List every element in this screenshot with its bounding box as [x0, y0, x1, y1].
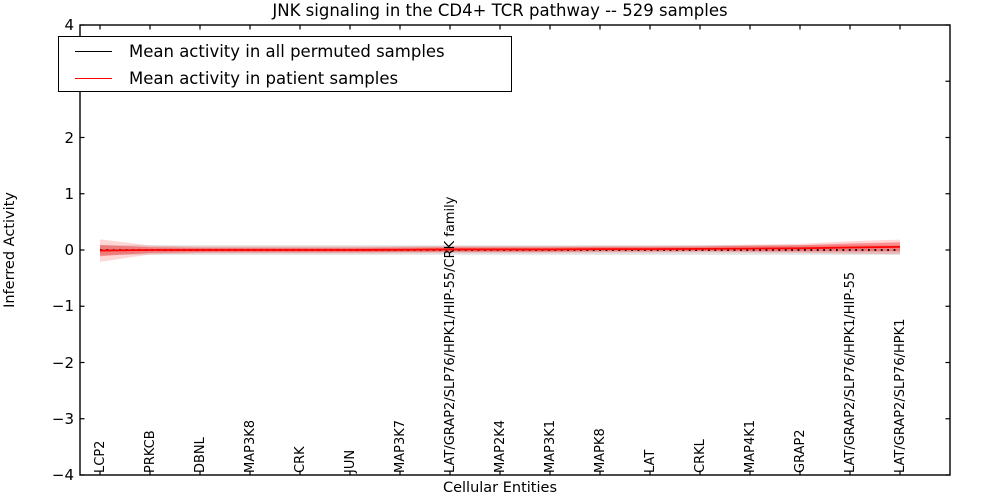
y-tick-label: 0	[64, 241, 74, 259]
legend-label: Mean activity in all permuted samples	[129, 42, 445, 61]
y-tick-label: −2	[51, 353, 74, 372]
x-category-label: MAP4K1	[742, 419, 758, 473]
y-tick-label: −1	[51, 297, 74, 316]
x-category-label: DBNL	[192, 437, 208, 473]
band-1	[100, 239, 900, 262]
black-line-swatch	[75, 51, 112, 52]
x-category-label: CRKL	[692, 439, 708, 473]
y-tick-label: −4	[51, 466, 74, 484]
y-tick-label: −3	[51, 409, 74, 428]
y-tick-label: 2	[64, 128, 74, 147]
x-axis-label: Cellular Entities	[442, 480, 558, 496]
x-category-label: MAPK8	[592, 428, 608, 473]
x-category-label: CRK	[292, 446, 308, 473]
legend-entry-permuted: Mean activity in all permuted samples	[75, 38, 511, 65]
x-category-label: LCP2	[92, 440, 108, 473]
x-category-label: MAP3K7	[392, 419, 408, 473]
legend-entry-patient: Mean activity in patient samples	[75, 65, 511, 92]
x-category-label: MAP3K8	[242, 419, 258, 473]
y-tick-label: 1	[64, 184, 74, 203]
x-category-label: LAT/GRAP2/SLP76/HPK1/HIP-55/CRK family	[442, 196, 458, 473]
x-category-label: JUN	[342, 449, 358, 473]
x-category-label: MAP2K4	[492, 419, 508, 473]
chart-title: JNK signaling in the CD4+ TCR pathway --…	[272, 1, 728, 20]
x-category-label: LAT	[642, 449, 658, 473]
x-category-label: LAT/GRAP2/SLP76/HPK1/HIP-55	[842, 271, 858, 473]
legend-box: Mean activity in all permuted samples Me…	[58, 36, 512, 92]
x-category-label: MAP3K1	[542, 419, 558, 473]
series-line-1	[99, 246, 901, 252]
legend-label: Mean activity in patient samples	[129, 69, 399, 88]
x-category-label: GRAP2	[792, 429, 808, 473]
x-category-label: LAT/GRAP2/SLP76/HPK1	[892, 318, 908, 473]
y-tick-label: 4	[64, 16, 74, 34]
x-category-label: PRKCB	[142, 430, 158, 473]
red-line-swatch	[75, 78, 112, 79]
